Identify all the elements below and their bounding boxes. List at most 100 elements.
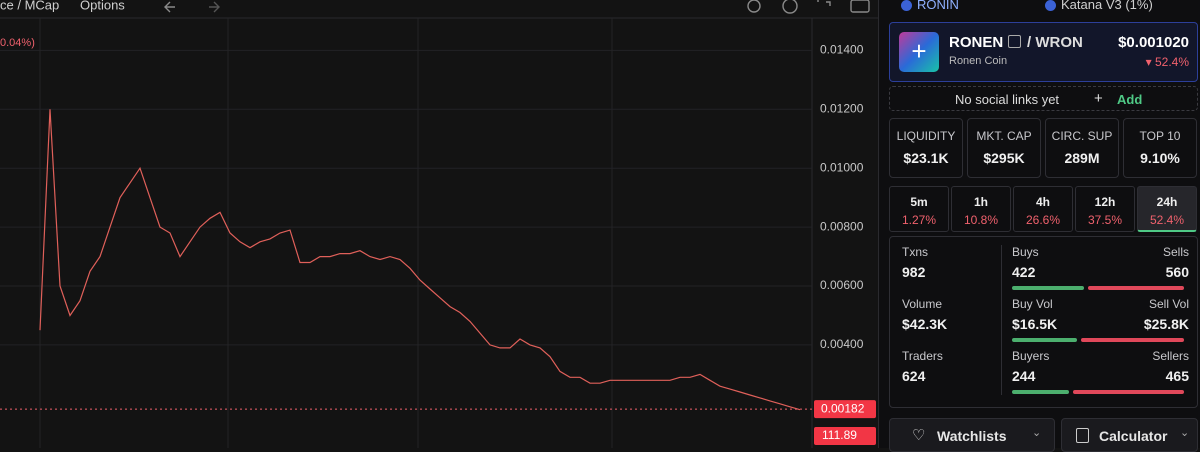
pair-panel: RONIN Katana V3 (1%) + RONEN / WRON $0.0… [878, 0, 1200, 452]
search-icon[interactable] [747, 0, 761, 13]
timeframe-tab[interactable]: 24h 52.4% [1137, 186, 1197, 232]
screenshot-icon[interactable] [850, 0, 870, 13]
token-name: Ronen Coin [949, 55, 1008, 67]
token-icon: + [899, 32, 939, 72]
timeframe-change: 52.4% [1149, 213, 1185, 227]
settings-icon[interactable] [782, 0, 798, 14]
token-card: + RONEN / WRON $0.001020 Ronen Coin ▾ 52… [889, 22, 1198, 82]
copy-icon[interactable] [1008, 35, 1021, 48]
timeframe-change: 1.27% [901, 213, 937, 227]
last-price-label: 0.00182 [821, 401, 865, 415]
timeframe-tab[interactable]: 5m 1.27% [889, 186, 949, 232]
stat-label: LIQUIDITY [896, 129, 956, 143]
activity-box: Txns 982 Buys 422 Sells 560 Volume $42.3K Buy Vo… [889, 236, 1198, 408]
chevron: ⌄ [1032, 427, 1042, 439]
undo-icon[interactable] [164, 1, 175, 13]
metric-value: 465 [1165, 368, 1189, 384]
metric-value: 982 [902, 264, 926, 280]
buy-bar [1012, 286, 1084, 290]
dex-link[interactable]: Katana V3 (1%) [1045, 0, 1153, 12]
stat-box: MKT. CAP $295K [967, 118, 1041, 178]
add-social[interactable]: Add [1117, 92, 1143, 107]
buy-bar [1012, 338, 1078, 342]
social-box: No social links yet + Add [889, 86, 1198, 111]
stat-value: $23.1K [903, 150, 949, 166]
volume-label: 111.89 [822, 428, 857, 442]
y-tick-label: 0.00400 [820, 337, 864, 351]
toolbar-icons [164, 0, 870, 14]
y-tick-label: 0.01400 [820, 43, 864, 57]
chain-link[interactable]: RONIN [901, 0, 959, 12]
y-tick-label: 0.00800 [820, 219, 864, 233]
token-change-value: 52.4% [1154, 55, 1189, 69]
sell-bar [1081, 338, 1184, 342]
token-symbol: RONEN [949, 34, 1004, 51]
timeframe-label: 4h [1035, 195, 1050, 209]
last-price-tag [814, 400, 876, 419]
sell-bar [1073, 390, 1184, 394]
metric-label: Txns [902, 245, 929, 259]
divider [1001, 245, 1002, 395]
token-change: ▾ 52.4% [1145, 55, 1189, 69]
metric-label: Volume [902, 297, 943, 311]
stat-box: LIQUIDITY $23.1K [889, 118, 963, 178]
metric-value: $16.5K [1012, 316, 1058, 332]
timeframe-tab[interactable]: 4h 26.6% [1013, 186, 1073, 232]
price-chart: ce / MCap Options 0.04%) 0.01400 0.01200 0… [0, 0, 878, 448]
toolbar [0, 0, 878, 18]
y-tick-label: 0.01000 [820, 160, 864, 174]
metric-label: Buys [1012, 245, 1039, 259]
metric-value: 624 [902, 368, 926, 384]
metric-value: 244 [1012, 368, 1036, 384]
stat-value: $295K [983, 150, 1025, 166]
metric-value: $42.3K [902, 316, 948, 332]
watchlists-button[interactable]: ♡ Watchlists ⌄ [889, 418, 1055, 452]
metric-value: $25.8K [1143, 316, 1189, 332]
chevron: ⌄ [1180, 427, 1190, 439]
heart-icon: ♡ [912, 427, 926, 444]
token-pair: / WRON [1027, 34, 1083, 51]
price-line [39, 109, 801, 411]
add-icon: + [1094, 90, 1103, 107]
buy-bar [1012, 390, 1070, 394]
vertical-grid [39, 18, 613, 448]
stat-value: 9.10% [1140, 150, 1180, 166]
social-text: No social links yet [955, 92, 1060, 107]
metric-label: Sellers [1152, 349, 1189, 363]
timeframe-label: 24h [1156, 195, 1178, 209]
stat-box: CIRC. SUP 289M [1045, 118, 1119, 178]
chain: RONIN [917, 0, 959, 12]
timeframe-change: 26.6% [1025, 213, 1061, 227]
sell-bar [1087, 286, 1184, 290]
stat-box: TOP 10 9.10% [1123, 118, 1197, 178]
timeframe-label: 5m [910, 195, 928, 209]
stat-value: 289M [1064, 150, 1100, 166]
timeframe-label: 1h [973, 195, 988, 209]
token-price: $0.001020 [1118, 34, 1189, 51]
timeframe-change: 10.8% [963, 213, 999, 227]
options-button[interactable]: Options [80, 0, 125, 12]
timeframe-label: 12h [1094, 195, 1116, 209]
timeframe-change: 37.5% [1087, 213, 1123, 227]
watchlists-label: Watchlists [937, 428, 1007, 444]
fullscreen-icon[interactable] [817, 0, 831, 6]
calc-icon [1076, 428, 1089, 443]
stat-label: TOP 10 [1139, 129, 1181, 143]
timeframe-tab[interactable]: 1h 10.8% [951, 186, 1011, 232]
timeframe-tab[interactable]: 12h 37.5% [1075, 186, 1135, 232]
dex: Katana V3 (1%) [1061, 0, 1153, 12]
stat-label: MKT. CAP [976, 129, 1032, 143]
y-tick-label: 0.00600 [820, 278, 864, 292]
calculator-label: Calculator [1099, 428, 1168, 444]
calculator-button[interactable]: Calculator ⌄ [1061, 418, 1198, 452]
change-label: 0.04%) [0, 37, 35, 49]
redo-icon[interactable] [209, 1, 220, 13]
y-tick-label: 0.01200 [820, 101, 864, 115]
metric-label: Buy Vol [1012, 297, 1053, 311]
metric-label: Buyers [1012, 349, 1050, 363]
metric-label: Traders [902, 349, 943, 363]
metric-value: 560 [1165, 264, 1189, 280]
stat-label: CIRC. SUP [1051, 129, 1113, 143]
price-mcap-toggle[interactable]: ce / MCap [0, 0, 59, 12]
